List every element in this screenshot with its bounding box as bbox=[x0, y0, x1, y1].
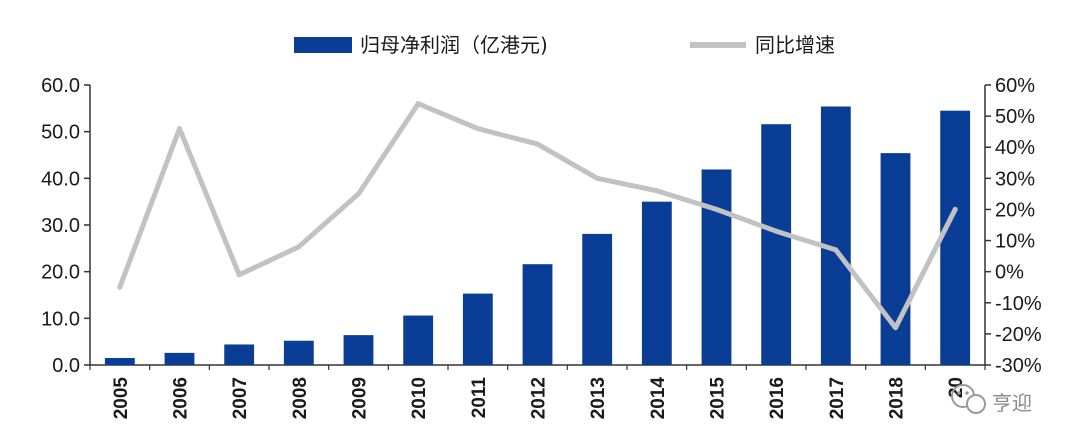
right-tick-label: -30% bbox=[995, 355, 1042, 377]
bar-series bbox=[104, 106, 971, 366]
x-tick-label: 2007 bbox=[230, 377, 251, 419]
bar-2016 bbox=[761, 124, 792, 365]
watermark-text: 亨迎 bbox=[992, 391, 1032, 415]
growth-point-2014 bbox=[654, 188, 660, 194]
wechat-icon bbox=[951, 384, 986, 414]
right-tick-label: 50% bbox=[995, 106, 1035, 128]
growth-point-2007 bbox=[236, 272, 242, 278]
bar-2013 bbox=[582, 233, 613, 365]
growth-point-2013 bbox=[594, 175, 600, 181]
legend-bar-swatch bbox=[294, 37, 352, 53]
left-tick-label: 10.0 bbox=[41, 308, 80, 330]
growth-point-2009 bbox=[356, 191, 361, 197]
bar-2008 bbox=[283, 340, 314, 365]
right-tick-label: 0% bbox=[995, 262, 1024, 284]
left-tick-label: 0.0 bbox=[52, 355, 80, 377]
left-tick-label: 60.0 bbox=[41, 75, 80, 97]
x-tick-label: 2011 bbox=[469, 377, 490, 419]
x-tick-label: 2016 bbox=[767, 377, 788, 419]
growth-point-2016 bbox=[773, 228, 779, 234]
legend-bar-label: 归母净利润（亿港元) bbox=[360, 33, 548, 57]
axes: 60.0 50.0 40.0 30.0 20.0 10.0 0.0 60% 50% 40% 30%… bbox=[41, 75, 1042, 377]
growth-point-2008 bbox=[296, 244, 302, 250]
right-tick-label: 20% bbox=[995, 199, 1035, 221]
right-tick-label: 40% bbox=[995, 137, 1035, 159]
growth-point-20 bbox=[952, 206, 958, 212]
x-tick-label: 2006 bbox=[171, 377, 192, 419]
growth-point-2005 bbox=[117, 284, 123, 290]
watermark: 亨迎 bbox=[951, 384, 1032, 415]
bar-2015 bbox=[701, 169, 732, 365]
growth-point-2010 bbox=[415, 101, 421, 107]
bar-2006 bbox=[164, 352, 195, 365]
x-tick-label: 2005 bbox=[111, 377, 132, 420]
bar-2012 bbox=[522, 264, 553, 365]
growth-point-2017 bbox=[833, 247, 839, 253]
left-tick-label: 20.0 bbox=[41, 262, 80, 284]
growth-point-2011 bbox=[475, 126, 481, 132]
right-tick-label: -20% bbox=[995, 324, 1042, 346]
bar-2017 bbox=[820, 106, 851, 365]
x-tick-label: 2013 bbox=[588, 377, 609, 419]
growth-point-2012 bbox=[535, 141, 540, 147]
left-tick-label: 30.0 bbox=[41, 215, 80, 237]
x-tick-label: 2014 bbox=[648, 377, 669, 420]
x-tick-label: 2012 bbox=[529, 377, 550, 419]
bar-2007 bbox=[224, 344, 255, 365]
x-tick-labels: 2005 2006 2007 2008 2009 2010 2011 2012 2013 2014… bbox=[89, 365, 986, 420]
left-tick-labels: 60.0 50.0 40.0 30.0 20.0 10.0 0.0 bbox=[41, 75, 90, 377]
right-tick-label: 10% bbox=[995, 231, 1035, 253]
right-tick-label: -10% bbox=[995, 293, 1042, 315]
x-tick-label: 2008 bbox=[290, 377, 311, 419]
x-tick-label: 2015 bbox=[708, 377, 729, 420]
right-tick-label: 60% bbox=[995, 75, 1035, 97]
bar-2010 bbox=[403, 315, 434, 365]
x-tick-label: 2009 bbox=[350, 377, 371, 419]
left-tick-label: 50.0 bbox=[41, 122, 80, 144]
bar-20 bbox=[940, 110, 971, 366]
bar-2018 bbox=[880, 153, 911, 365]
growth-line-series bbox=[117, 101, 958, 331]
legend-line-label: 同比增速 bbox=[755, 33, 835, 57]
bar-2014 bbox=[641, 201, 672, 365]
growth-point-2015 bbox=[714, 206, 719, 212]
bar-2011 bbox=[462, 293, 493, 365]
growth-point-2018 bbox=[893, 325, 898, 331]
right-tick-labels: 60% 50% 40% 30% 20% 10% 0% -10% -20% -30% bbox=[985, 75, 1042, 377]
bar-2009 bbox=[343, 335, 374, 365]
x-tick-label: 2010 bbox=[409, 377, 430, 419]
x-tick-label: 2018 bbox=[887, 377, 908, 419]
legend: 归母净利润（亿港元) 同比增速 bbox=[294, 33, 835, 57]
bar-2005 bbox=[104, 358, 135, 365]
x-tick-label: 2017 bbox=[827, 377, 848, 419]
left-tick-label: 40.0 bbox=[41, 168, 80, 190]
right-tick-label: 30% bbox=[995, 168, 1035, 190]
growth-point-2006 bbox=[177, 126, 182, 132]
